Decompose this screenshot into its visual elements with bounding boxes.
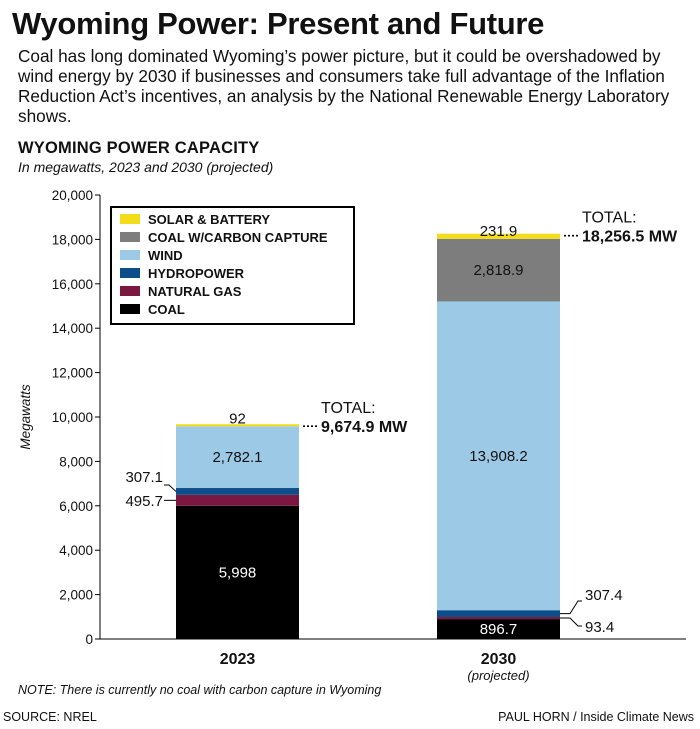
- bar-natural-gas-2023: [176, 494, 299, 506]
- bar-wind-2030: [437, 301, 560, 611]
- bar-coal-w-carbon-capture-2030: [437, 238, 560, 302]
- bar-natural-gas-2030: [437, 617, 560, 620]
- legend-swatch: [120, 250, 140, 260]
- footnote: NOTE: There is currently no coal with ca…: [18, 683, 382, 697]
- total-label: TOTAL:: [321, 400, 376, 417]
- y-tick-label: 0: [85, 632, 93, 647]
- legend-label: NATURAL GAS: [148, 284, 242, 299]
- y-tick-label: 12,000: [52, 366, 93, 381]
- legend-swatch: [120, 304, 140, 314]
- leader-line: [164, 484, 177, 492]
- intro-text: Coal has long dominated Wyoming’s power …: [18, 46, 670, 126]
- bar-solar-battery-2030: [437, 233, 560, 239]
- data-label: 307.4: [585, 587, 623, 604]
- page-title: Wyoming Power: Present and Future: [12, 6, 545, 41]
- y-tick-label: 2,000: [59, 588, 93, 603]
- leader-line: [560, 617, 582, 627]
- chart-subtitle: In megawatts, 2023 and 2030 (projected): [18, 159, 274, 175]
- y-tick-label: 6,000: [59, 499, 93, 514]
- y-tick-label: 20,000: [52, 188, 93, 203]
- bar-hydropower-2023: [176, 488, 299, 495]
- data-label: 896.7: [480, 621, 518, 638]
- data-label: 495.7: [125, 493, 163, 510]
- data-label: 231.9: [480, 223, 518, 240]
- legend-swatch: [120, 286, 140, 296]
- legend-swatch: [120, 214, 140, 224]
- data-label: 92: [229, 410, 246, 427]
- data-label: 13,908.2: [469, 448, 527, 465]
- total-label: TOTAL:: [582, 210, 637, 227]
- bar-wind-2023: [176, 426, 299, 489]
- total-value: 18,256.5 MW: [582, 229, 678, 246]
- legend-label: WIND: [148, 248, 183, 263]
- legend-label: HYDROPOWER: [148, 266, 245, 281]
- author-credit: PAUL HORN / Inside Climate News: [498, 710, 694, 724]
- x-category-label: 2030: [481, 651, 517, 668]
- y-tick-label: 8,000: [59, 454, 93, 469]
- source-credit: SOURCE: NREL: [3, 710, 97, 724]
- bar-solar-battery-2023: [176, 424, 299, 427]
- legend-label: COAL: [148, 302, 185, 317]
- data-label: 5,998: [219, 564, 257, 581]
- y-tick-label: 10,000: [52, 410, 93, 425]
- legend-swatch: [120, 268, 140, 278]
- legend-label: SOLAR & BATTERY: [148, 212, 270, 227]
- bar-hydropower-2030: [437, 610, 560, 618]
- total-value: 9,674.9 MW: [321, 419, 408, 436]
- data-label: 2,818.9: [473, 262, 523, 279]
- legend-box: [110, 206, 355, 325]
- y-tick-label: 14,000: [52, 321, 93, 336]
- x-category-label: 2023: [220, 651, 256, 668]
- bar-coal-2023: [176, 505, 299, 639]
- legend-swatch: [120, 232, 140, 242]
- y-tick-label: 16,000: [52, 277, 93, 292]
- y-tick-label: 18,000: [52, 232, 93, 247]
- data-label: 307.1: [125, 469, 163, 486]
- x-category-sublabel: (projected): [467, 668, 529, 683]
- data-label: 2,782.1: [212, 449, 262, 466]
- leader-line: [560, 600, 582, 615]
- bar-coal-2030: [437, 619, 560, 639]
- y-tick-label: 4,000: [59, 543, 93, 558]
- chart-title: WYOMING POWER CAPACITY: [18, 139, 260, 157]
- y-axis-title: Megawatts: [18, 384, 33, 450]
- data-label: 93.4: [585, 619, 614, 636]
- legend-label: COAL W/CARBON CAPTURE: [148, 230, 328, 245]
